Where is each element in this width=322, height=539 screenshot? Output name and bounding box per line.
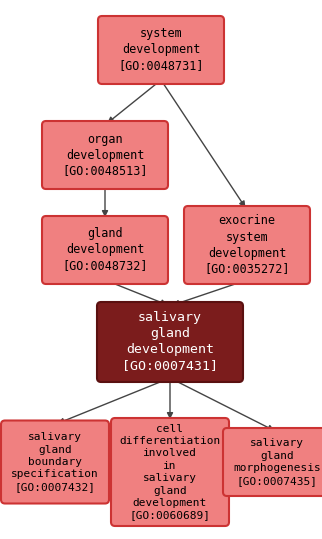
- FancyBboxPatch shape: [98, 16, 224, 84]
- Text: system
development
[GO:0048731]: system development [GO:0048731]: [118, 27, 204, 73]
- FancyBboxPatch shape: [223, 428, 322, 496]
- Text: salivary
gland
boundary
specification
[GO:0007432]: salivary gland boundary specification [G…: [11, 432, 99, 492]
- Text: gland
development
[GO:0048732]: gland development [GO:0048732]: [62, 227, 148, 273]
- Text: cell
differentiation
involved
in
salivary
gland
development
[GO:0060689]: cell differentiation involved in salivar…: [119, 424, 221, 520]
- Text: salivary
gland
morphogenesis
[GO:0007435]: salivary gland morphogenesis [GO:0007435…: [233, 438, 321, 486]
- Text: organ
development
[GO:0048513]: organ development [GO:0048513]: [62, 133, 148, 177]
- FancyBboxPatch shape: [1, 420, 109, 503]
- FancyBboxPatch shape: [97, 302, 243, 382]
- FancyBboxPatch shape: [42, 216, 168, 284]
- FancyBboxPatch shape: [111, 418, 229, 526]
- FancyBboxPatch shape: [42, 121, 168, 189]
- Text: exocrine
system
development
[GO:0035272]: exocrine system development [GO:0035272]: [204, 215, 290, 275]
- FancyBboxPatch shape: [184, 206, 310, 284]
- Text: salivary
gland
development
[GO:0007431]: salivary gland development [GO:0007431]: [122, 312, 218, 372]
